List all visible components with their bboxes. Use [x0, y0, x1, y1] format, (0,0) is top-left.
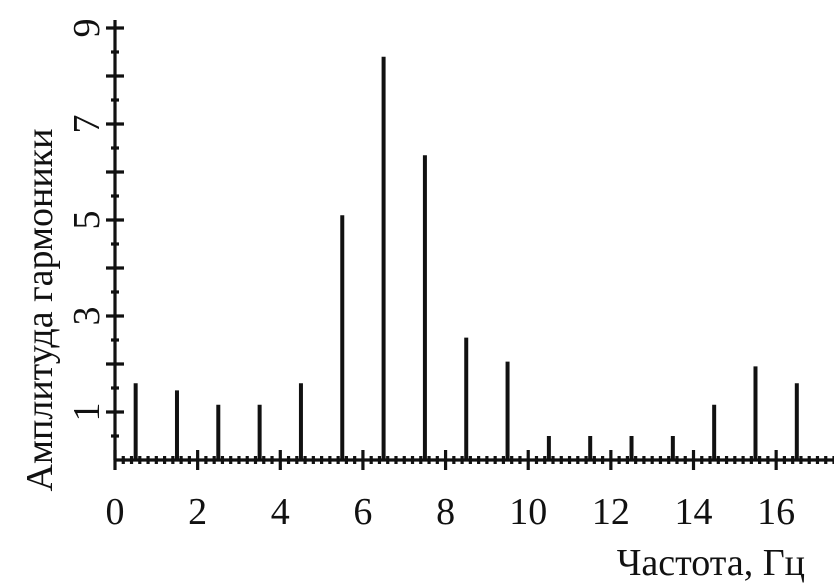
x-axis-title: Частота, Гц [617, 542, 805, 584]
x-tick-label: 8 [436, 491, 455, 533]
y-tick-label: 1 [66, 403, 108, 422]
x-tick-label: 16 [757, 491, 795, 533]
axes [113, 20, 834, 462]
y-tick-label: 5 [66, 211, 108, 230]
x-tick-label: 14 [675, 491, 713, 533]
bars [133, 56, 799, 460]
x-tick-label: 0 [106, 491, 125, 533]
y-axis-title: Амплитуда гармоники [19, 129, 61, 492]
x-tick-label: 4 [271, 491, 290, 533]
y-tick-label: 9 [66, 19, 108, 38]
y-ticks: 1 3 5 7 9 [66, 19, 124, 438]
y-tick-label: 7 [66, 115, 108, 134]
y-tick-label: 3 [66, 307, 108, 326]
x-tick-label: 10 [509, 491, 547, 533]
x-tick-label: 2 [188, 491, 207, 533]
x-tick-label: 6 [353, 491, 372, 533]
x-ticks: 0 2 4 6 8 10 12 14 16 [106, 450, 834, 533]
x-tick-label: 12 [592, 491, 630, 533]
